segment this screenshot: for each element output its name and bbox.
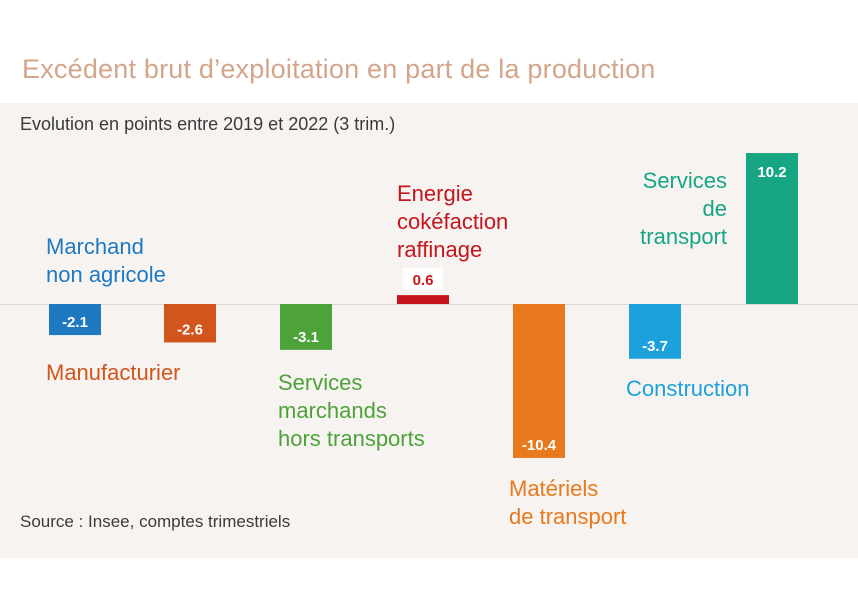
bar-group: -3.1 Services marchands hors transports [278, 304, 425, 451]
bar [397, 295, 449, 304]
category-label-line: hors transports [278, 426, 425, 451]
category-label-line: Services [643, 168, 727, 193]
bar-group: 0.6 Energie cokéfaction raffinage [397, 181, 508, 304]
category-label-line: transport [640, 224, 727, 249]
value-label: -3.7 [642, 338, 668, 355]
category-label: Services marchands hors transports [278, 370, 425, 451]
category-label-line: cokéfaction [397, 209, 508, 234]
value-label: 0.6 [413, 272, 434, 289]
category-label-line: Marchand [46, 234, 144, 259]
bar-chart: -2.1 Marchand non agricole -2.6 Manufacturie… [0, 0, 858, 600]
category-label-line: non agricole [46, 262, 166, 287]
value-label: 10.2 [757, 164, 786, 181]
category-label-line: Manufacturier [46, 360, 181, 385]
category-label-line: de transport [509, 504, 626, 529]
value-label: -2.1 [62, 314, 88, 331]
category-label: Marchand non agricole [46, 234, 166, 287]
bar-group: 10.2 Services de transport [640, 153, 798, 304]
category-label: Manufacturier [46, 360, 181, 385]
category-label-line: de [703, 196, 727, 221]
value-label: -10.4 [522, 437, 557, 454]
category-label-line: raffinage [397, 237, 482, 262]
category-label-line: Energie [397, 181, 473, 206]
category-label-line: Matériels [509, 476, 598, 501]
category-label-line: Services [278, 370, 362, 395]
bar [513, 304, 565, 458]
value-label: -3.1 [293, 329, 319, 346]
category-label: Services de transport [640, 168, 727, 249]
category-label: Matériels de transport [509, 476, 626, 529]
bar-group: -2.1 Marchand non agricole [46, 234, 166, 335]
category-label-line: Construction [626, 376, 750, 401]
value-label: -2.6 [177, 321, 203, 338]
category-label-line: marchands [278, 398, 387, 423]
bar-group: -3.7 Construction [626, 304, 750, 401]
category-label: Construction [626, 376, 750, 401]
category-label: Energie cokéfaction raffinage [397, 181, 508, 262]
bar-group: -10.4 Matériels de transport [509, 304, 626, 529]
